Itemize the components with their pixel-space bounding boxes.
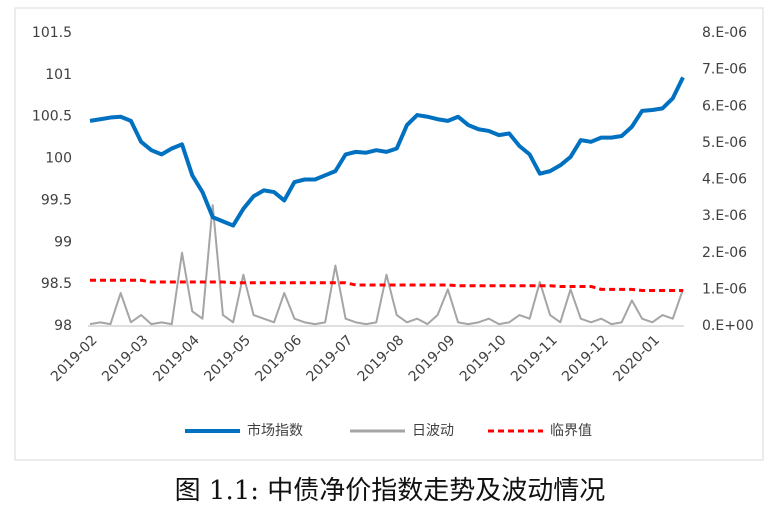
chart-frame: [14, 7, 764, 461]
y-tick-label: 98: [54, 318, 72, 334]
y-tick-label: 99: [54, 234, 72, 250]
series-line: [90, 278, 683, 292]
y2-tick-label: 5.E-06: [702, 135, 747, 151]
y2-tick-label: 3.E-06: [702, 208, 747, 224]
series-line: [89, 204, 684, 326]
y2-tick-label: 0.E+00: [702, 318, 754, 334]
y2-tick-label: 4.E-06: [702, 172, 747, 188]
y2-tick-label: 6.E-06: [702, 98, 747, 114]
y-tick-label: 100: [45, 151, 72, 167]
legend-label: 临界值: [550, 423, 592, 439]
legend-label: 市场指数: [247, 422, 303, 439]
y-tick-label: 100.5: [32, 109, 72, 125]
series-line: [89, 76, 685, 228]
y-tick-label: 98.5: [41, 276, 72, 292]
y2-tick-label: 8.E-06: [702, 25, 747, 41]
y2-tick-label: 2.E-06: [702, 245, 747, 261]
y-tick-label: 101: [45, 67, 72, 83]
y2-tick-label: 1.E-06: [702, 281, 747, 297]
y-tick-label: 101.5: [32, 25, 72, 41]
y2-tick-label: 7.E-06: [702, 62, 747, 78]
y-tick-label: 99.5: [41, 192, 72, 208]
caption: 图 1.1: 中债净价指数走势及波动情况: [175, 476, 606, 506]
legend-label: 日波动: [412, 423, 454, 439]
